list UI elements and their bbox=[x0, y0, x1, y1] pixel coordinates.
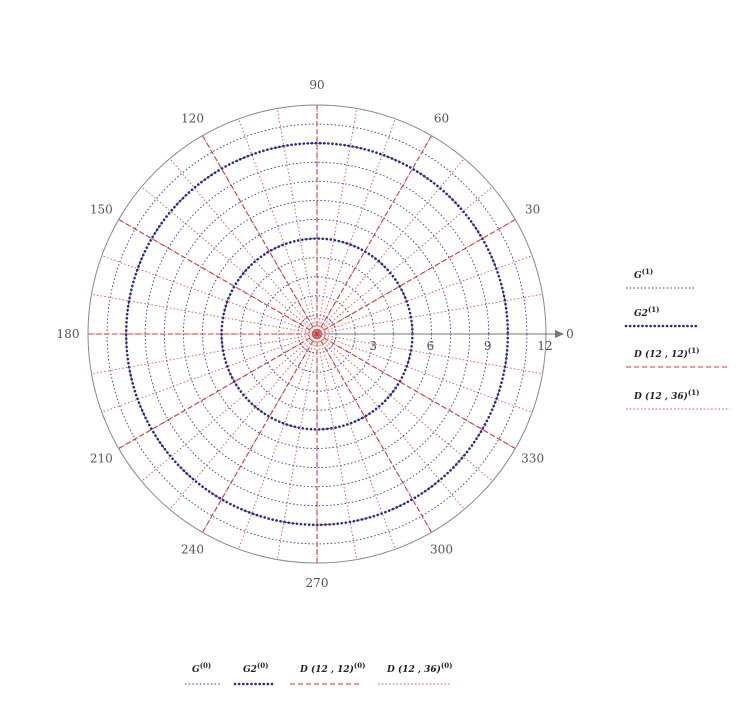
angle-tick-label-270: 270 bbox=[306, 576, 329, 590]
radial-axis-arrow bbox=[555, 330, 564, 338]
legend-right-item-1: G2(1) bbox=[624, 305, 698, 328]
ray-36-31 bbox=[316, 333, 465, 510]
legend-bottom-item-2-label: D (12 , 12)(0) bbox=[299, 661, 365, 675]
ray-36-29 bbox=[316, 333, 396, 550]
legend-right-item-0-label: G(1) bbox=[634, 267, 653, 281]
angle-tick-label-180: 180 bbox=[57, 327, 80, 341]
ray-12-1 bbox=[316, 219, 516, 335]
radial-tick-label-9: 9 bbox=[484, 339, 492, 353]
ray-36-11 bbox=[238, 118, 318, 335]
ray-36-6 bbox=[316, 135, 432, 335]
angle-tick-label-210: 210 bbox=[90, 452, 113, 466]
angle-tick-label-60: 60 bbox=[434, 111, 449, 125]
legend-right-item-3: D (12 , 36)(1) bbox=[626, 388, 730, 410]
ray-12-5 bbox=[118, 219, 318, 335]
ray-36-19 bbox=[91, 333, 318, 375]
legend-bottom-item-1-label: G2(0) bbox=[243, 661, 268, 675]
ray-36-22 bbox=[141, 333, 318, 482]
legend-bottom: G(0) G2(0) D (12 , 12)(0) D (12 , 36)(0) bbox=[185, 661, 452, 686]
ray-36-30 bbox=[316, 333, 432, 533]
radial-tick-label-12: 12 bbox=[537, 339, 552, 353]
ray-36-12 bbox=[202, 135, 318, 335]
radial-tick-label-6: 6 bbox=[427, 339, 435, 353]
ray-36-20 bbox=[101, 333, 318, 413]
legend-bottom-item-3: D (12 , 36)(0) bbox=[378, 661, 452, 685]
legend-right: G(1) G2(1) D (12 , 12)(1) D (12 , 36)(1) bbox=[624, 267, 730, 410]
legend-bottom-item-2: D (12 , 12)(0) bbox=[290, 661, 365, 685]
ray-12-2 bbox=[316, 135, 432, 335]
ray-12-10 bbox=[316, 333, 432, 533]
angle-tick-label-0: 0 bbox=[566, 327, 574, 341]
ray-36-33 bbox=[316, 333, 516, 449]
ray-36-8 bbox=[316, 108, 358, 335]
ray-36-2 bbox=[316, 255, 533, 335]
legend-right-item-0: G(1) bbox=[626, 267, 694, 289]
legend-right-item-3-label: D (12 , 36)(1) bbox=[633, 388, 699, 402]
ray-36-7 bbox=[316, 118, 396, 335]
ray-36-32 bbox=[316, 333, 493, 482]
ray-36-10 bbox=[276, 108, 318, 335]
ray-36-25 bbox=[238, 333, 318, 550]
legend-right-item-2: D (12 , 12)(1) bbox=[626, 346, 730, 368]
angle-tick-label-120: 120 bbox=[181, 111, 204, 125]
radial-tick-label-3: 3 bbox=[369, 339, 377, 353]
ray-36-17 bbox=[91, 293, 318, 335]
legend-bottom-item-1: G2(0) bbox=[233, 661, 276, 686]
ray-36-16 bbox=[101, 255, 318, 335]
legend-bottom-item-0-label: G(0) bbox=[192, 661, 211, 675]
ray-36-35 bbox=[316, 333, 543, 375]
legend-bottom-item-3-label: D (12 , 36)(0) bbox=[386, 661, 452, 675]
ray-36-3 bbox=[316, 219, 516, 335]
ray-12-4 bbox=[202, 135, 318, 335]
angle-tick-label-300: 300 bbox=[430, 543, 453, 557]
angle-tick-label-240: 240 bbox=[181, 543, 204, 557]
ray-12-11 bbox=[316, 333, 516, 449]
ray-36-28 bbox=[316, 333, 358, 560]
legend-right-item-2-label: D (12 , 12)(1) bbox=[633, 346, 699, 360]
ray-36-24 bbox=[202, 333, 318, 533]
angle-tick-label-150: 150 bbox=[90, 203, 113, 217]
ray-36-1 bbox=[316, 293, 543, 335]
ray-36-26 bbox=[276, 333, 318, 560]
legend-bottom-item-0: G(0) bbox=[185, 661, 220, 685]
ray-12-7 bbox=[118, 333, 318, 449]
angle-tick-label-90: 90 bbox=[309, 78, 324, 92]
angular-tick-labels: 0 30 60 90 120 150 180 210 240 270 300 330 bbox=[57, 78, 574, 590]
angle-tick-label-330: 330 bbox=[521, 452, 544, 466]
ray-36-5 bbox=[316, 158, 465, 335]
ray-36-23 bbox=[169, 333, 318, 510]
legend-right-item-1-label: G2(1) bbox=[634, 305, 659, 319]
ray-36-14 bbox=[141, 186, 318, 335]
ray-12-8 bbox=[202, 333, 318, 533]
angle-tick-label-30: 30 bbox=[525, 203, 540, 217]
ray-36-13 bbox=[169, 158, 318, 335]
ray-36-34 bbox=[316, 333, 533, 413]
radial-tick-labels: 3 6 9 12 bbox=[369, 339, 552, 353]
ray-36-4 bbox=[316, 186, 493, 335]
ray-36-15 bbox=[118, 219, 318, 335]
ray-36-21 bbox=[118, 333, 318, 449]
